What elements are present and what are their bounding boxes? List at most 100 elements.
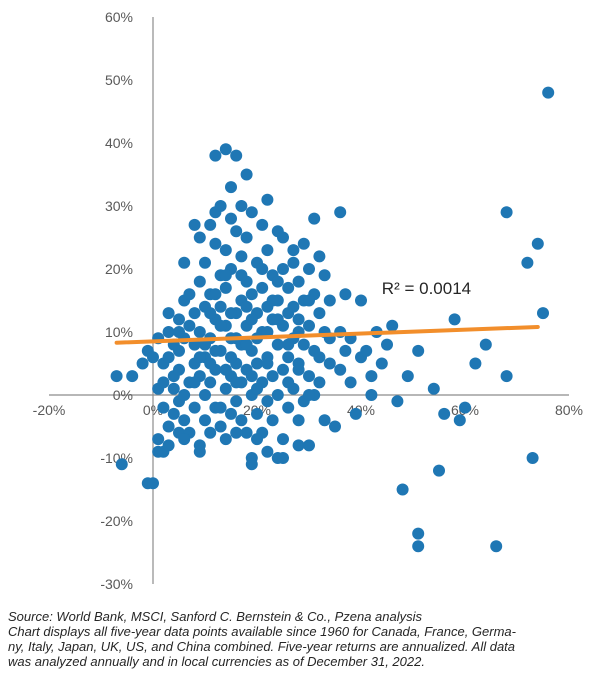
data-point [193,445,206,458]
data-point [230,376,243,389]
source-line: Source: World Bank, MSCI, Sanford C. Ber… [8,609,423,624]
data-point [303,294,315,307]
data-point [230,395,243,408]
data-point [266,370,279,383]
description-line: ny, Italy, Japan, UK, US, and China comb… [8,639,516,654]
data-point [334,363,347,376]
data-point [453,414,466,427]
data-point [219,244,232,257]
data-point [448,313,461,326]
data-point [313,307,326,320]
y-tick-label: 20% [105,261,133,277]
data-point [292,363,305,376]
data-point [313,351,326,364]
data-point [126,370,139,383]
data-point [500,206,513,219]
data-point [303,263,315,275]
data-point [115,458,128,471]
data-point [173,313,185,326]
data-point [214,420,227,433]
data-point [240,426,253,439]
data-point [245,313,258,326]
data-point [209,237,222,250]
data-point [178,256,191,269]
data-point [188,401,201,414]
data-point [193,231,206,244]
data-point [219,433,232,446]
data-point [412,540,425,553]
data-point [334,206,347,219]
data-point [230,225,243,238]
data-point [230,426,243,439]
data-point [199,256,211,269]
data-point [167,382,180,395]
data-point [225,181,237,194]
data-point [204,376,217,389]
data-point [542,86,555,99]
data-point [531,237,544,250]
data-points [110,86,555,553]
y-tick-label: 0% [113,387,133,403]
data-point [209,288,222,301]
data-point [490,540,503,553]
data-point [173,344,185,357]
data-point [204,307,217,320]
data-point [147,351,159,364]
data-point [401,370,414,383]
data-point [277,433,289,446]
data-point [214,300,227,313]
data-point [162,351,175,364]
data-point [178,389,191,401]
data-point [329,420,341,433]
data-point [344,376,357,389]
data-point [282,281,295,294]
data-point [287,300,300,313]
y-tick-label: 10% [105,324,133,340]
data-point [157,401,170,414]
y-tick-label: -30% [100,576,133,592]
data-point [245,206,258,219]
data-point [303,389,315,401]
data-point [178,414,191,427]
data-point [240,168,253,181]
data-point [193,326,206,338]
data-point [209,149,222,162]
data-point [219,143,232,156]
data-point [479,338,492,351]
data-point [188,376,201,389]
data-point [297,338,310,351]
data-point [204,218,217,231]
data-point [204,426,217,439]
data-point [271,275,284,288]
scatter-chart: -20%0%20%40%60%80%60%50%40%30%20%10%0%-1… [33,9,583,592]
data-point [188,218,201,231]
data-point [256,263,269,275]
data-point [292,439,305,452]
data-point [271,389,284,401]
data-point [282,351,295,364]
data-point [427,382,440,395]
data-point [209,344,222,357]
y-tick-label: 30% [105,198,133,214]
chart-svg: -20%0%20%40%60%80%60%50%40%30%20%10%0%-1… [33,9,583,592]
data-point [256,281,269,294]
data-point [339,344,352,357]
data-point [349,407,362,420]
data-point [526,452,539,464]
data-point [240,300,253,313]
data-point [147,477,159,490]
source-note: Source: World Bank, MSCI, Sanford C. Ber… [8,609,593,669]
data-point [225,351,237,364]
data-point [235,250,248,263]
data-point [204,357,217,370]
data-point [136,357,149,370]
data-point [251,382,263,395]
data-point [277,231,289,244]
data-point [261,193,274,206]
data-point [162,326,175,338]
data-point [261,395,274,408]
data-point [219,269,232,282]
data-point [303,439,315,452]
trendline [114,324,540,345]
trendline-group [114,324,540,345]
